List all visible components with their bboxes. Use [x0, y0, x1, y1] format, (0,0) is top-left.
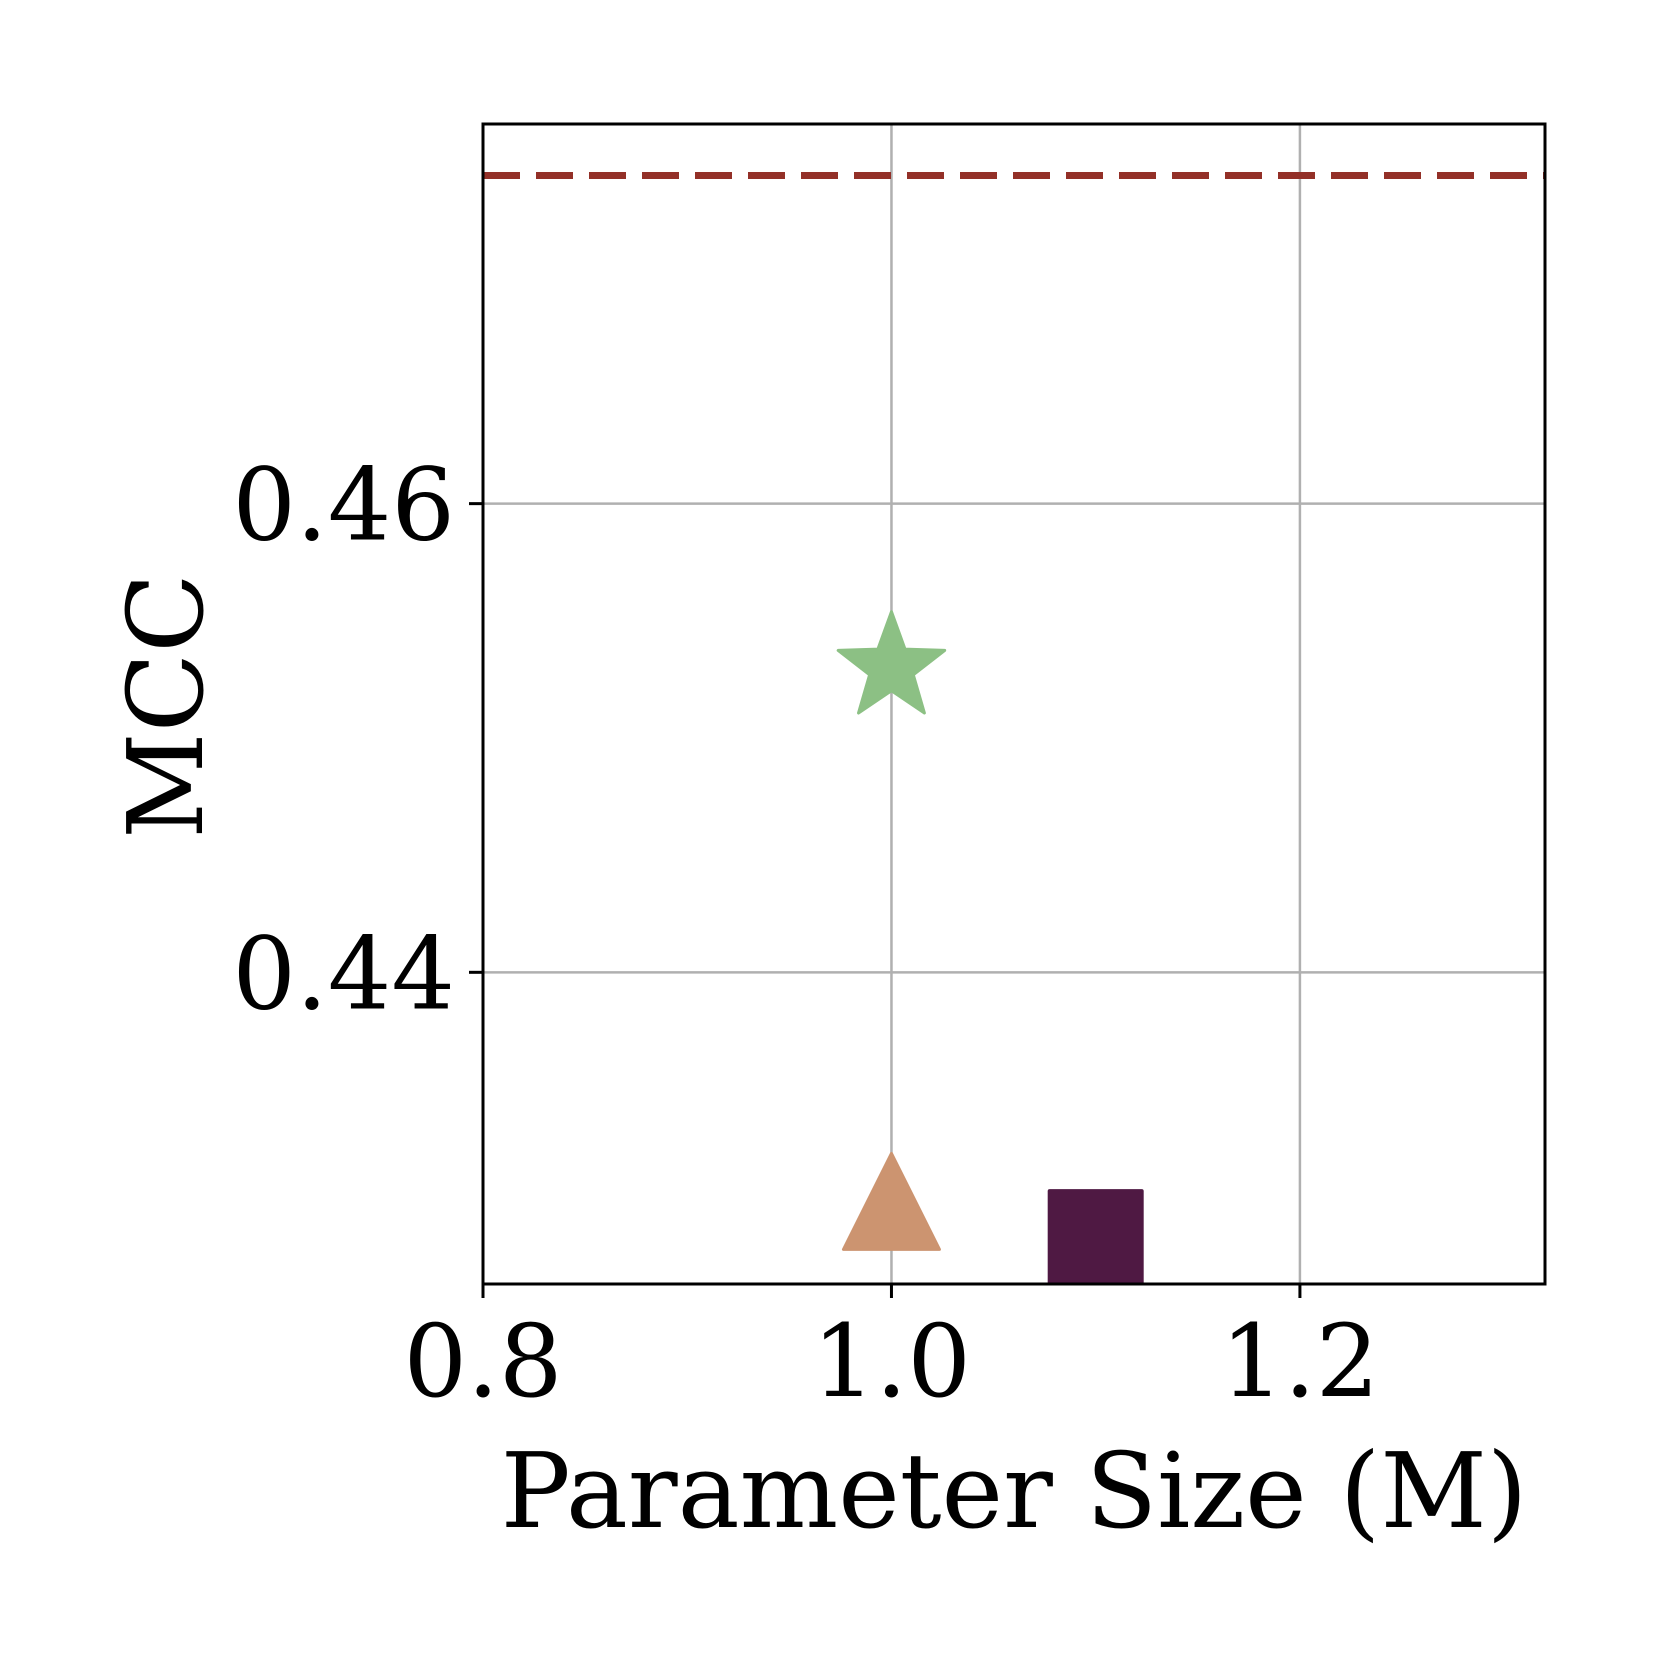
y-tick-label: 0.46 — [232, 447, 455, 564]
triangle-marker — [841, 1151, 941, 1251]
y-axis-title: MCC — [105, 573, 227, 839]
square-marker — [1047, 1189, 1144, 1286]
x-tick-label: 1.0 — [812, 1303, 971, 1420]
marker-layer — [836, 610, 1144, 1286]
plot-frame — [481, 122, 1547, 1286]
x-tick-label: 1.2 — [1220, 1303, 1379, 1420]
x-axis-title: Parameter Size (M) — [501, 1430, 1528, 1552]
tick-layer: 0.8 1.0 1.2 0.44 0.46 — [232, 447, 1379, 1420]
x-tick-label: 0.8 — [403, 1303, 562, 1420]
star-marker — [836, 610, 947, 715]
y-tick-label: 0.44 — [232, 915, 455, 1032]
